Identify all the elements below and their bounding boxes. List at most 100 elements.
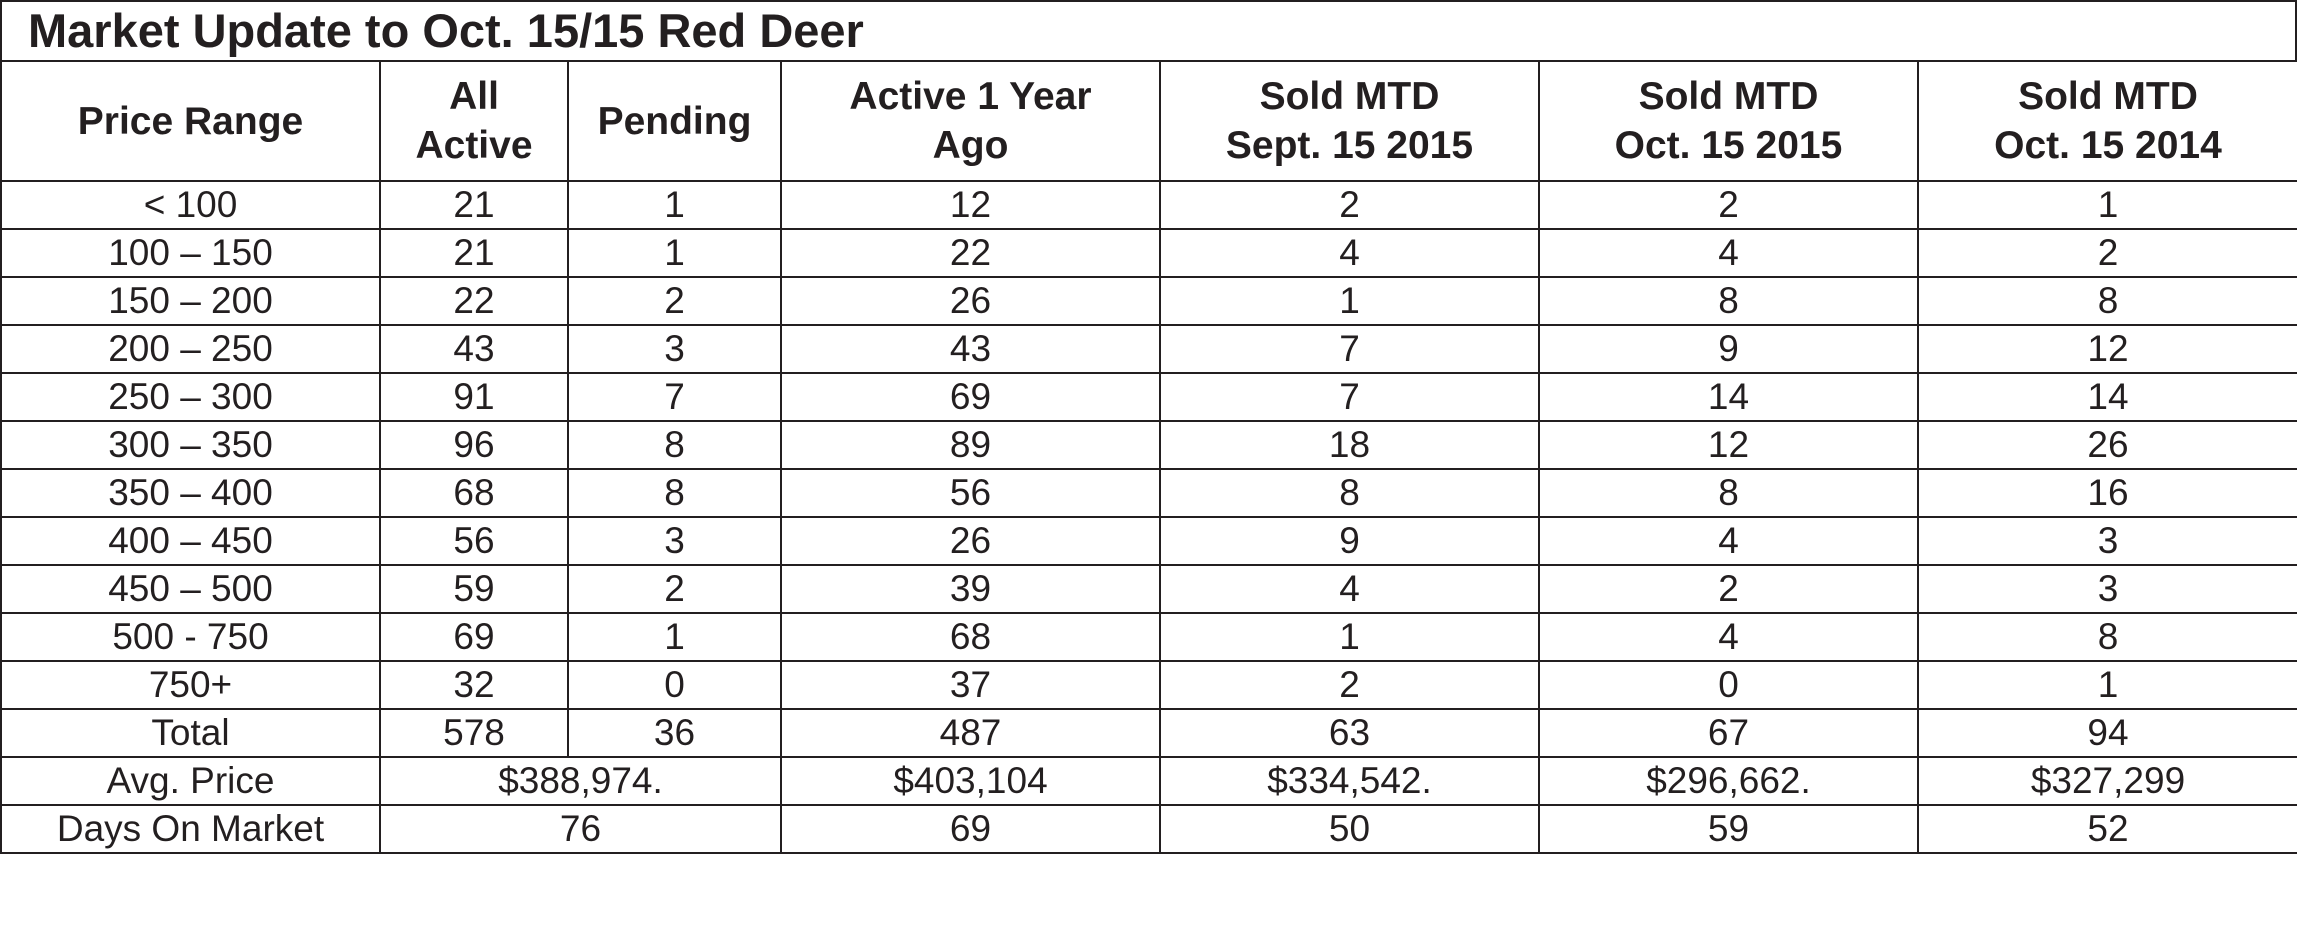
header-all-active: All Active bbox=[379, 60, 569, 182]
header-all-active-line1: All bbox=[449, 75, 499, 118]
header-sold-mtd-sept-2015-line2: Sept. 15 2015 bbox=[1225, 124, 1474, 167]
cell-avg-price-sold-oct-2015: $296,662. bbox=[1538, 756, 1919, 806]
cell-price-range: 250 – 300 bbox=[0, 372, 381, 422]
cell-pending: 8 bbox=[567, 468, 782, 518]
table-row: 200 – 250 43 3 43 7 9 12 bbox=[0, 324, 2297, 374]
header-sold-mtd-oct-2015-line1: Sold MTD bbox=[1638, 75, 1819, 118]
cell-sold-sept-2015: 18 bbox=[1159, 420, 1540, 470]
cell-price-range: 750+ bbox=[0, 660, 381, 710]
cell-pending: 7 bbox=[567, 372, 782, 422]
cell-sold-oct-2015: 12 bbox=[1538, 420, 1919, 470]
cell-pending: 3 bbox=[567, 324, 782, 374]
cell-sold-sept-2015: 2 bbox=[1159, 180, 1540, 230]
cell-sold-oct-2015: 8 bbox=[1538, 276, 1919, 326]
cell-sold-oct-2015: 2 bbox=[1538, 180, 1919, 230]
table-row: 750+ 32 0 37 2 0 1 bbox=[0, 660, 2297, 710]
table-row: 450 – 500 59 2 39 4 2 3 bbox=[0, 564, 2297, 614]
cell-price-range: 100 – 150 bbox=[0, 228, 381, 278]
market-update-sheet: Market Update to Oct. 15/15 Red Deer Pri… bbox=[0, 0, 2297, 854]
cell-active-1-year-ago: 26 bbox=[780, 516, 1161, 566]
header-price-range: Price Range bbox=[0, 60, 381, 182]
cell-all-active: 91 bbox=[379, 372, 569, 422]
cell-active-1-year-ago: 89 bbox=[780, 420, 1161, 470]
cell-sold-oct-2014: 12 bbox=[1917, 324, 2297, 374]
cell-all-active: 59 bbox=[379, 564, 569, 614]
header-sold-mtd-oct-2015: Sold MTD Oct. 15 2015 bbox=[1538, 60, 1919, 182]
header-sold-mtd-sept-2015-line1: Sold MTD bbox=[1259, 75, 1440, 118]
cell-pending: 0 bbox=[567, 660, 782, 710]
table-row: 400 – 450 56 3 26 9 4 3 bbox=[0, 516, 2297, 566]
cell-days-on-market-active-pending: 76 bbox=[379, 804, 782, 854]
cell-sold-oct-2014: 3 bbox=[1917, 564, 2297, 614]
cell-avg-price-label: Avg. Price bbox=[0, 756, 381, 806]
cell-avg-price-active-pending: $388,974. bbox=[379, 756, 782, 806]
cell-pending: 2 bbox=[567, 276, 782, 326]
cell-sold-oct-2015: 4 bbox=[1538, 228, 1919, 278]
header-active-1-year-ago-line2: Ago bbox=[932, 124, 1009, 167]
cell-active-1-year-ago: 37 bbox=[780, 660, 1161, 710]
cell-price-range: 500 - 750 bbox=[0, 612, 381, 662]
cell-sold-oct-2014: 8 bbox=[1917, 276, 2297, 326]
cell-all-active: 22 bbox=[379, 276, 569, 326]
cell-pending: 1 bbox=[567, 612, 782, 662]
cell-sold-oct-2014: 2 bbox=[1917, 228, 2297, 278]
table-title: Market Update to Oct. 15/15 Red Deer bbox=[0, 0, 2297, 60]
cell-sold-sept-2015: 7 bbox=[1159, 372, 1540, 422]
cell-days-on-market-sold-sept-2015: 50 bbox=[1159, 804, 1540, 854]
header-sold-mtd-oct-2014-line2: Oct. 15 2014 bbox=[1994, 124, 2222, 167]
header-sold-mtd-sept-2015: Sold MTD Sept. 15 2015 bbox=[1159, 60, 1540, 182]
cell-active-1-year-ago: 69 bbox=[780, 372, 1161, 422]
cell-price-range: 450 – 500 bbox=[0, 564, 381, 614]
cell-pending: 2 bbox=[567, 564, 782, 614]
cell-pending: 8 bbox=[567, 420, 782, 470]
cell-sold-sept-2015: 7 bbox=[1159, 324, 1540, 374]
cell-sold-oct-2014: 14 bbox=[1917, 372, 2297, 422]
table-body: < 100 21 1 12 2 2 1 100 – 150 21 1 22 4 … bbox=[0, 180, 2297, 854]
avg-price-row: Avg. Price $388,974. $403,104 $334,542. … bbox=[0, 756, 2297, 806]
table-row: 250 – 300 91 7 69 7 14 14 bbox=[0, 372, 2297, 422]
cell-active-1-year-ago: 39 bbox=[780, 564, 1161, 614]
cell-sold-oct-2015: 0 bbox=[1538, 660, 1919, 710]
cell-days-on-market-sold-oct-2015: 59 bbox=[1538, 804, 1919, 854]
cell-sold-sept-2015: 1 bbox=[1159, 276, 1540, 326]
cell-all-active: 21 bbox=[379, 180, 569, 230]
cell-sold-sept-2015: 4 bbox=[1159, 228, 1540, 278]
table-row: 150 – 200 22 2 26 1 8 8 bbox=[0, 276, 2297, 326]
cell-sold-oct-2015: 14 bbox=[1538, 372, 1919, 422]
cell-total-label: Total bbox=[0, 708, 381, 758]
cell-price-range: 300 – 350 bbox=[0, 420, 381, 470]
cell-active-1-year-ago: 68 bbox=[780, 612, 1161, 662]
cell-all-active: 96 bbox=[379, 420, 569, 470]
table-row: 300 – 350 96 8 89 18 12 26 bbox=[0, 420, 2297, 470]
cell-active-1-year-ago: 26 bbox=[780, 276, 1161, 326]
days-on-market-row: Days On Market 76 69 50 59 52 bbox=[0, 804, 2297, 854]
cell-sold-oct-2015: 9 bbox=[1538, 324, 1919, 374]
cell-pending: 3 bbox=[567, 516, 782, 566]
cell-price-range: 400 – 450 bbox=[0, 516, 381, 566]
header-price-range-line1: Price Range bbox=[77, 99, 304, 143]
cell-sold-sept-2015: 8 bbox=[1159, 468, 1540, 518]
cell-sold-oct-2014: 26 bbox=[1917, 420, 2297, 470]
cell-avg-price-sold-sept-2015: $334,542. bbox=[1159, 756, 1540, 806]
cell-total-active-1-year-ago: 487 bbox=[780, 708, 1161, 758]
cell-sold-sept-2015: 9 bbox=[1159, 516, 1540, 566]
cell-pending: 1 bbox=[567, 228, 782, 278]
header-pending-line1: Pending bbox=[597, 99, 752, 143]
header-row: Price Range All Active Pending Active 1 … bbox=[0, 60, 2297, 182]
market-table: Price Range All Active Pending Active 1 … bbox=[0, 60, 2297, 854]
cell-price-range: 200 – 250 bbox=[0, 324, 381, 374]
cell-total-pending: 36 bbox=[567, 708, 782, 758]
cell-price-range: < 100 bbox=[0, 180, 381, 230]
cell-active-1-year-ago: 22 bbox=[780, 228, 1161, 278]
cell-sold-oct-2014: 8 bbox=[1917, 612, 2297, 662]
cell-sold-oct-2014: 3 bbox=[1917, 516, 2297, 566]
header-sold-mtd-oct-2015-line2: Oct. 15 2015 bbox=[1614, 124, 1843, 167]
cell-all-active: 56 bbox=[379, 516, 569, 566]
cell-all-active: 69 bbox=[379, 612, 569, 662]
cell-price-range: 350 – 400 bbox=[0, 468, 381, 518]
cell-pending: 1 bbox=[567, 180, 782, 230]
table-header: Price Range All Active Pending Active 1 … bbox=[0, 60, 2297, 182]
table-row: 350 – 400 68 8 56 8 8 16 bbox=[0, 468, 2297, 518]
cell-days-on-market-label: Days On Market bbox=[0, 804, 381, 854]
cell-sold-oct-2014: 16 bbox=[1917, 468, 2297, 518]
